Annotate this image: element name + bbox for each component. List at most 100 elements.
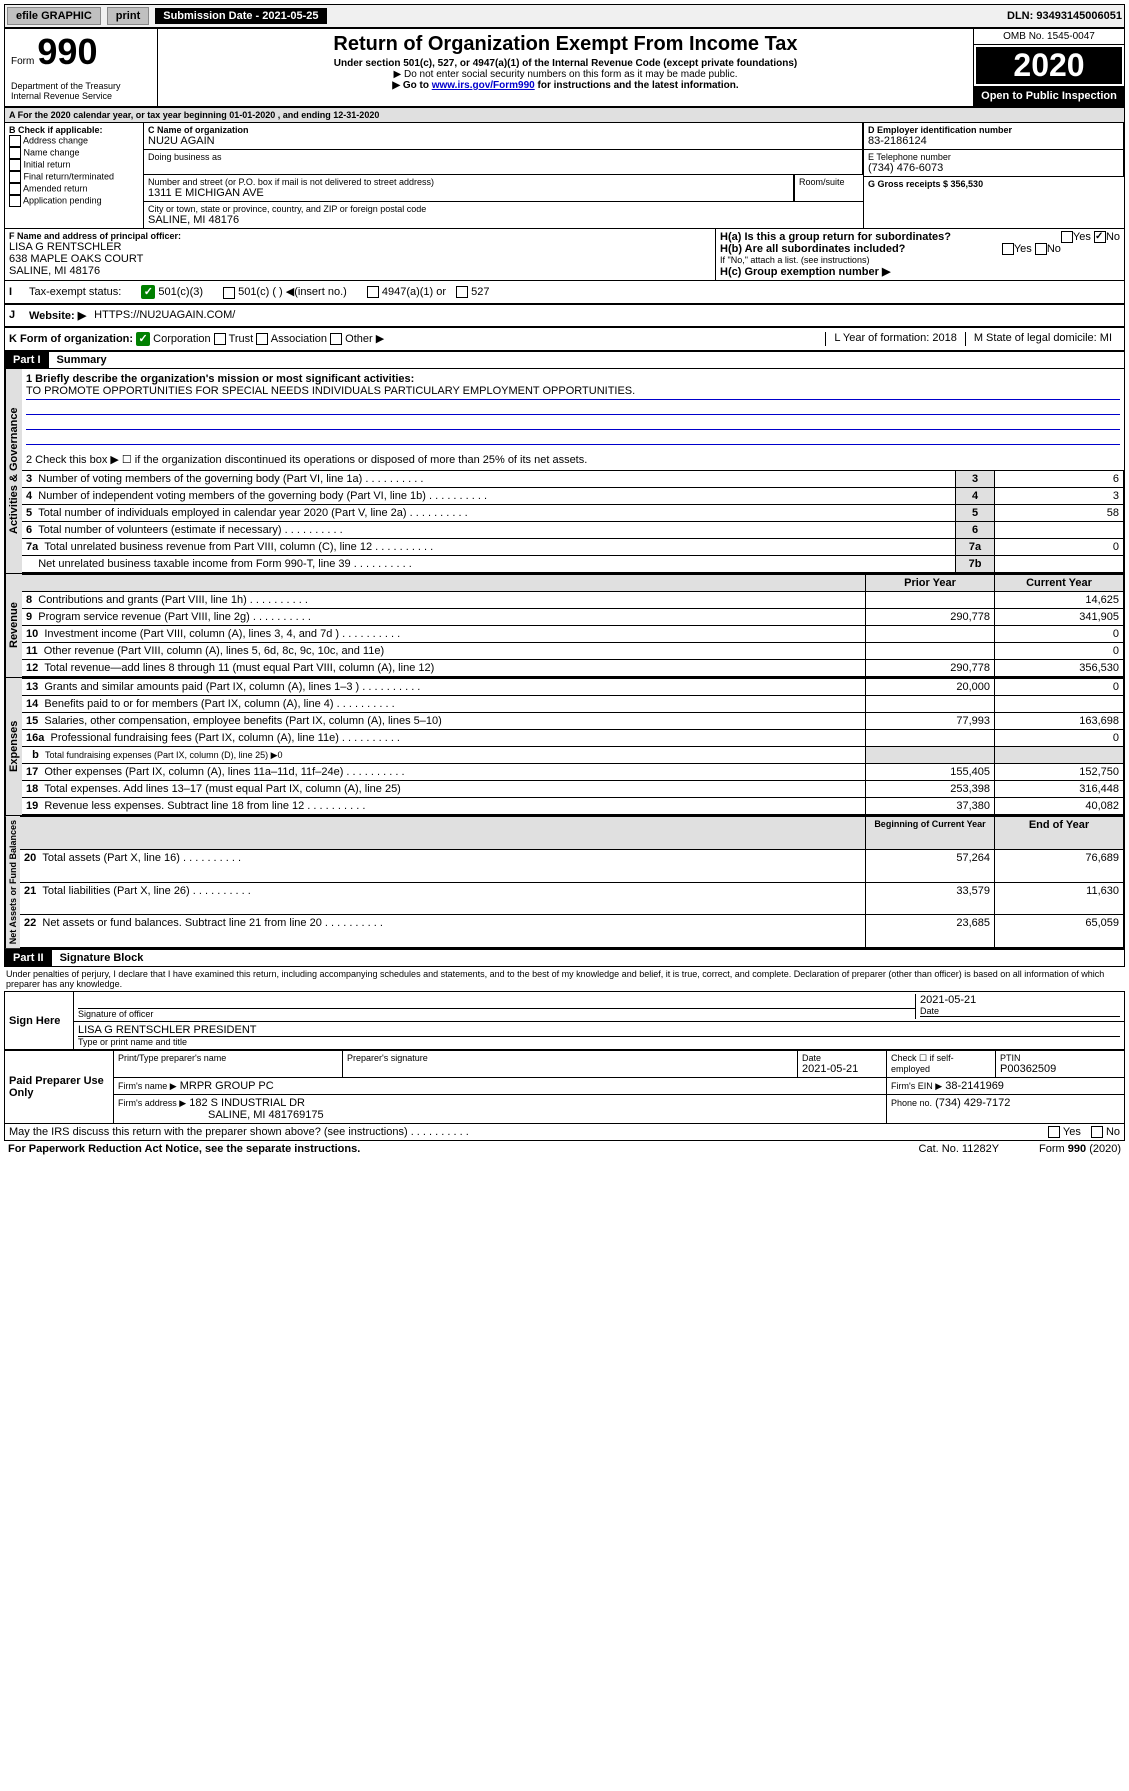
check-final-return[interactable]: Final return/terminated [9, 171, 139, 183]
efile-button[interactable]: efile GRAPHIC [7, 7, 101, 25]
ptin: P00362509 [1000, 1063, 1120, 1075]
check-501c[interactable]: 501(c) ( ) ◀(insert no.) [223, 285, 347, 298]
table-row: 16a Professional fundraising fees (Part … [22, 730, 1124, 747]
table-row: Net unrelated business taxable income fr… [22, 556, 1124, 573]
cat-no: Cat. No. 11282Y [919, 1143, 1000, 1155]
table-row: 7a Total unrelated business revenue from… [22, 539, 1124, 556]
table-row: 20 Total assets (Part X, line 16)57,2647… [20, 849, 1124, 882]
officer-name: LISA G RENTSCHLER [9, 241, 711, 253]
org-city: SALINE, MI 48176 [148, 214, 859, 226]
table-row: 6 Total number of volunteers (estimate i… [22, 522, 1124, 539]
firm-addr: 182 S INDUSTRIAL DR [189, 1097, 305, 1109]
k-form-org: K Form of organization: ✓ Corporation Tr… [9, 332, 825, 346]
table-row: 19 Revenue less expenses. Subtract line … [22, 798, 1124, 815]
h-a: H(a) Is this a group return for subordin… [720, 231, 1120, 243]
check-corp[interactable]: ✓ Corporation [136, 333, 211, 345]
type-name-label: Type or print name and title [78, 1037, 1120, 1047]
governance-label: Activities & Governance [5, 369, 22, 573]
org-name: NU2U AGAIN [148, 135, 858, 147]
l-year: L Year of formation: 2018 [825, 332, 965, 346]
paperwork-notice: For Paperwork Reduction Act Notice, see … [8, 1143, 919, 1155]
table-row: 3 Number of voting members of the govern… [22, 471, 1124, 488]
firm-phone: (734) 429-7172 [935, 1097, 1010, 1109]
line2: 2 Check this box ▶ ☐ if the organization… [26, 453, 1120, 466]
check-527[interactable]: 527 [456, 286, 489, 298]
print-button[interactable]: print [107, 7, 149, 25]
table-row: b Total fundraising expenses (Part IX, c… [22, 747, 1124, 764]
check-initial-return[interactable]: Initial return [9, 159, 139, 171]
table-row: 13 Grants and similar amounts paid (Part… [22, 679, 1124, 696]
part2-header: Part II Signature Block [4, 949, 1125, 967]
irs-link[interactable]: www.irs.gov/Form990 [432, 80, 535, 91]
check-assoc[interactable]: Association [256, 333, 327, 345]
tax-exempt-label: Tax-exempt status: [29, 286, 121, 298]
f-label: F Name and address of principal officer: [9, 231, 711, 241]
addr-label: Number and street (or P.O. box if mail i… [148, 177, 789, 187]
website-value: HTTPS://NU2UAGAIN.COM/ [94, 309, 235, 322]
check-self-employed[interactable]: Check ☐ if self-employed [887, 1051, 996, 1078]
governance-table: 3 Number of voting members of the govern… [22, 470, 1124, 573]
table-row: 9 Program service revenue (Part VIII, li… [22, 609, 1124, 626]
check-501c3[interactable]: ✓ 501(c)(3) [141, 285, 203, 299]
dba-label: Doing business as [148, 152, 858, 162]
top-bar: efile GRAPHIC print Submission Date - 20… [4, 4, 1125, 28]
preparer-table: Paid Preparer Use Only Print/Type prepar… [4, 1050, 1125, 1124]
tax-period: A For the 2020 calendar year, or tax yea… [5, 108, 1124, 123]
table-row: 10 Investment income (Part VIII, column … [22, 626, 1124, 643]
expenses-table: 13 Grants and similar amounts paid (Part… [22, 678, 1124, 815]
form-title: Return of Organization Exempt From Incom… [164, 33, 967, 56]
check-no[interactable]: No [1091, 1126, 1120, 1138]
sign-here-label: Sign Here [5, 992, 74, 1050]
line1-label: 1 Briefly describe the organization's mi… [26, 373, 1120, 385]
h-c: H(c) Group exemption number ▶ [720, 265, 1120, 278]
b-label: B Check if applicable: [9, 125, 139, 135]
check-amended[interactable]: Amended return [9, 183, 139, 195]
paid-preparer-label: Paid Preparer Use Only [5, 1051, 114, 1124]
revenue-label: Revenue [5, 574, 22, 677]
room-label: Room/suite [799, 177, 859, 187]
org-address: 1311 E MICHIGAN AVE [148, 187, 789, 199]
table-row: 11 Other revenue (Part VIII, column (A),… [22, 643, 1124, 660]
signature-table: Sign Here Signature of officer 2021-05-2… [4, 991, 1125, 1050]
officer-addr2: SALINE, MI 48176 [9, 265, 711, 277]
mission-text: TO PROMOTE OPPORTUNITIES FOR SPECIAL NEE… [26, 385, 1120, 400]
note-ssn: ▶ Do not enter social security numbers o… [164, 69, 967, 80]
table-row: 4 Number of independent voting members o… [22, 488, 1124, 505]
revenue-table: Prior YearCurrent Year 8 Contributions a… [22, 574, 1124, 677]
firm-ein: 38-2141969 [945, 1080, 1004, 1092]
g-label: G Gross receipts $ 356,530 [868, 179, 1120, 189]
tax-year: 2020 [976, 47, 1122, 84]
netassets-label: Net Assets or Fund Balances [5, 816, 20, 948]
table-row: 12 Total revenue—add lines 8 through 11 … [22, 660, 1124, 677]
declaration: Under penalties of perjury, I declare th… [4, 967, 1125, 991]
check-4947[interactable]: 4947(a)(1) or [367, 286, 446, 298]
table-row: 15 Salaries, other compensation, employe… [22, 713, 1124, 730]
omb-number: OMB No. 1545-0047 [974, 29, 1124, 45]
table-row: 22 Net assets or fund balances. Subtract… [20, 915, 1124, 948]
part1-header: Part I Summary [4, 351, 1125, 369]
h-note: If "No," attach a list. (see instruction… [720, 255, 1120, 265]
check-yes[interactable]: Yes [1048, 1126, 1081, 1138]
table-row: 8 Contributions and grants (Part VIII, l… [22, 592, 1124, 609]
table-row: 21 Total liabilities (Part X, line 26)33… [20, 882, 1124, 915]
d-label: D Employer identification number [868, 125, 1119, 135]
city-label: City or town, state or province, country… [148, 204, 859, 214]
check-name-change[interactable]: Name change [9, 147, 139, 159]
form-header: Form 990 Department of the Treasury Inte… [4, 28, 1125, 107]
may-irs-discuss: May the IRS discuss this return with the… [9, 1126, 1048, 1138]
table-row: 14 Benefits paid to or for members (Part… [22, 696, 1124, 713]
expenses-label: Expenses [5, 678, 22, 815]
netassets-table: Beginning of Current YearEnd of Year 20 … [20, 816, 1124, 948]
check-pending[interactable]: Application pending [9, 195, 139, 207]
h-b: H(b) Are all subordinates included? Yes … [720, 243, 1120, 255]
sig-date: 2021-05-21 [920, 994, 1120, 1006]
form-subtitle: Under section 501(c), 527, or 4947(a)(1)… [164, 58, 967, 69]
check-trust[interactable]: Trust [214, 333, 254, 345]
check-other[interactable]: Other ▶ [330, 333, 384, 345]
dept-label: Department of the Treasury Internal Reve… [11, 81, 151, 101]
check-address-change[interactable]: Address change [9, 135, 139, 147]
note-link: ▶ Go to www.irs.gov/Form990 for instruct… [164, 80, 967, 91]
open-public-badge: Open to Public Inspection [974, 86, 1124, 106]
c-name-label: C Name of organization [148, 125, 858, 135]
table-row: 18 Total expenses. Add lines 13–17 (must… [22, 781, 1124, 798]
